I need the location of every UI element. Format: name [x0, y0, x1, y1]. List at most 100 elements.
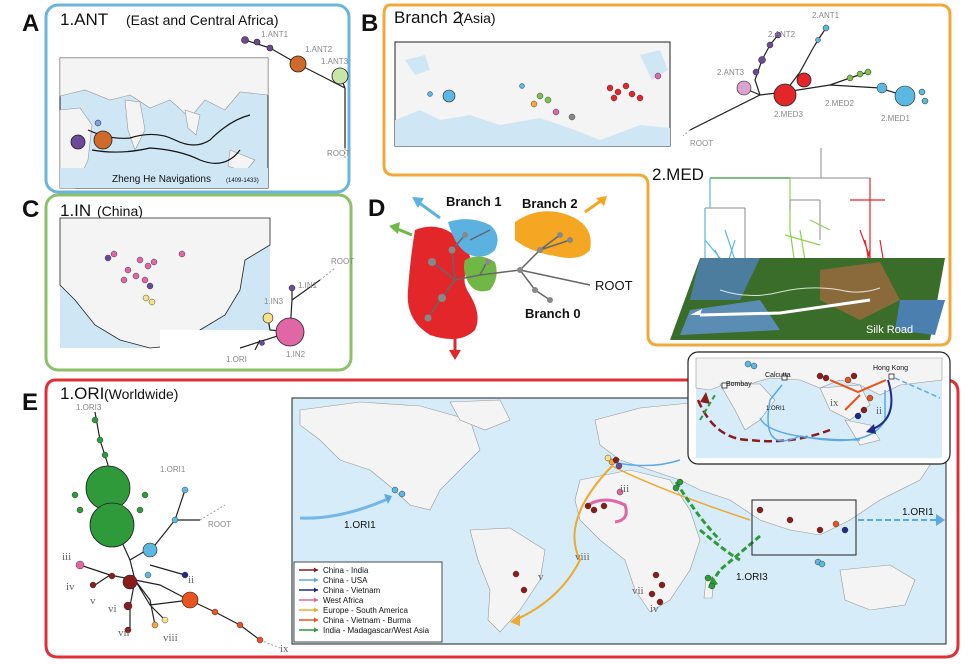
tree-label: viii: [163, 632, 178, 644]
node-label: 1.ANT1: [261, 30, 289, 39]
silk-road-label: Silk Road: [866, 324, 913, 336]
route-legend: [293, 561, 443, 643]
panel-c-subtitle: (China): [97, 203, 143, 219]
med-label: 2.MED: [652, 165, 704, 184]
map-label: iv: [650, 603, 659, 615]
zheng-he-map: Zheng He Navigations (1409-1433): [59, 57, 269, 189]
bombay-marker: [721, 382, 728, 389]
pie-marker: [93, 130, 113, 150]
node-label: 1.IN1: [298, 281, 318, 290]
map-label: v: [538, 571, 544, 583]
map-label: iii: [620, 483, 629, 495]
node-label: ROOT: [327, 149, 350, 158]
hong-kong-marker: [888, 373, 895, 380]
china-map: [59, 217, 271, 349]
branch1-label: Branch 1: [446, 194, 502, 209]
legend-label: China - India: [323, 566, 369, 575]
legend-label: India - Madagascar/West Asia: [323, 626, 430, 635]
tree-label: ix: [280, 643, 289, 655]
tree-label: ii: [188, 574, 194, 586]
legend-arrowhead: [314, 607, 318, 613]
tree-label: iii: [62, 551, 71, 563]
panel-c-frame: [44, 193, 353, 372]
tree-label: 1.ORI3: [76, 403, 102, 412]
panel-b-title: Branch 2: [394, 8, 462, 27]
map-label: vii: [632, 585, 644, 597]
panel-e-subtitle: (Worldwide): [104, 386, 178, 402]
legend-label: China - Vietnam - Burma: [323, 616, 411, 625]
legend-label: China - Vietnam: [323, 586, 381, 595]
legend-arrowhead: [314, 617, 318, 623]
panel-a: A 1.ANT (East and Central Africa) Zheng …: [22, 3, 351, 194]
med-dendrogram: [704, 148, 886, 301]
legend-arrowhead: [314, 567, 318, 573]
node-label: 2.MED3: [774, 110, 803, 119]
tree-in: 1.IN1 1.IN3 1.IN2 ROOT 1.ORI: [226, 257, 354, 364]
inset-label: 1.ORI1: [766, 406, 786, 412]
panel-c-title: 1.IN: [60, 201, 91, 220]
panel-a-letter: A: [22, 10, 39, 37]
panel-c: C 1.IN (China): [22, 193, 354, 372]
panel-d: D Branch 1 Branch 2 ROOT Branch 0: [368, 194, 633, 360]
legend-arrowhead: [314, 627, 318, 633]
inset-label: Calcutta: [765, 372, 791, 379]
inset-label: Hong Kong: [873, 365, 908, 372]
map-label: 1.ORI3: [736, 572, 768, 583]
node-label: 2.ANT1: [812, 11, 840, 20]
legend-arrowhead: [314, 597, 318, 603]
tree-label: vi: [108, 603, 117, 615]
panel-e-frame: [44, 378, 960, 659]
legend-arrowhead: [314, 587, 318, 593]
tree-label: v: [90, 595, 96, 607]
panel-b-frame: [382, 3, 952, 347]
branch2-label: Branch 2: [522, 196, 578, 211]
node-label: 1.ORI: [226, 355, 247, 364]
tree-label: vii: [118, 627, 130, 639]
ori-blob: [407, 226, 478, 339]
node-label: 2.MED1: [881, 114, 910, 123]
tree-branch2: 2.ANT1 2.ANT2 2.ANT3 2.MED3 2.MED2 2.MED…: [682, 11, 929, 148]
panel-d-letter: D: [368, 195, 385, 222]
panel-b-subtitle: (Asia): [459, 10, 496, 26]
node-label: 2.MED2: [825, 99, 854, 108]
node-label: 1.IN3: [264, 297, 284, 306]
map-label: 1.ORI1: [344, 520, 376, 531]
legend-label: West Africa: [323, 596, 364, 605]
inset-label: Bombay: [726, 381, 752, 388]
inset-map: Calcutta Bombay Hong Kong 1.ORI1 ix ii: [687, 351, 951, 465]
node-label: 1.ANT2: [305, 45, 333, 54]
legend-label: Europe - South America: [323, 606, 408, 615]
inset-label: ii: [876, 405, 882, 417]
panel-a-subtitle: (East and Central Africa): [126, 12, 279, 28]
panel-b: B Branch 2 (Asia): [361, 3, 952, 347]
branch2-blob: [515, 211, 591, 258]
panel-a-frame: [44, 3, 351, 194]
silk-road-map: Silk Road: [670, 258, 945, 340]
inset-label: ix: [830, 397, 839, 409]
node-label: 2.ANT2: [768, 30, 796, 39]
asia-map: [394, 41, 671, 147]
panel-e-letter: E: [22, 389, 38, 416]
panel-e-title: 1.ORI: [60, 384, 104, 403]
map-point: [94, 119, 102, 127]
node-label: 1.IN2: [286, 350, 306, 359]
calcutta-marker: [781, 374, 788, 381]
panel-b-letter: B: [361, 10, 378, 37]
panel-e: E 1.ORI (Worldwide): [22, 351, 960, 659]
map-label: 1.ORI1: [902, 507, 934, 518]
map-caption: Zheng He Navigations: [112, 174, 211, 185]
branch0-label: Branch 0: [525, 306, 581, 321]
legend-arrowhead: [314, 577, 318, 583]
tree-label: iv: [66, 581, 75, 593]
root-label: ROOT: [595, 278, 633, 293]
node-label: 2.ANT3: [717, 68, 745, 77]
node-label: ROOT: [331, 257, 354, 266]
legend-label: China - USA: [323, 576, 368, 585]
panel-a-title: 1.ANT: [60, 10, 108, 29]
pie-marker: [70, 134, 86, 150]
node-label: ROOT: [690, 139, 713, 148]
panel-c-letter: C: [22, 196, 39, 223]
map-label: viii: [575, 551, 590, 563]
tree-ant: 1.ANT1 1.ANT2 1.ANT3 ROOT: [241, 30, 350, 160]
tree-ori: 1.ORI3 1.ORI1 ROOT iii iv v vi vii viii …: [62, 403, 289, 655]
